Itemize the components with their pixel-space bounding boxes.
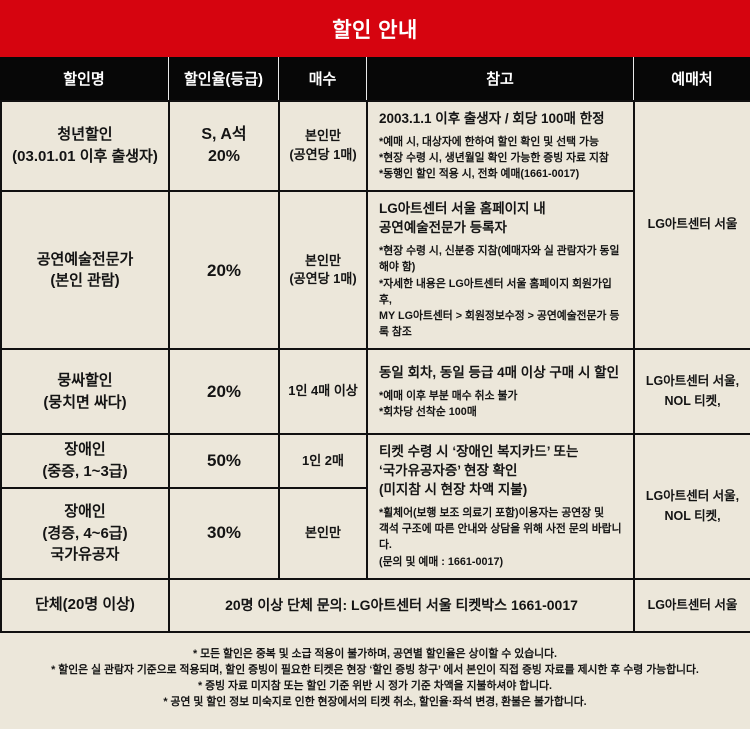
cell-vendor-youth-expert: LG아트센터 서울: [633, 99, 750, 351]
cell-disabled-mild-qty: 본인만: [278, 487, 368, 580]
header-cell-quantity: 매수: [278, 57, 366, 100]
footer-notes: * 모든 할인은 중복 및 소급 적용이 불가하며, 공연별 할인율은 상이할 …: [0, 633, 750, 729]
header-cell-reference: 참고: [366, 57, 633, 100]
header-cell-vendor: 예매처: [633, 57, 750, 100]
cell-bundle-qty: 1인 4매 이상: [278, 348, 368, 436]
header-cell-discount-rate: 할인율(등급): [168, 57, 278, 100]
cell-vendor-disabled: LG아트센터 서울, NOL 티켓,: [633, 433, 750, 580]
disabled-note-title: 티켓 수령 시 ‘장애인 복지카드’ 또는 ‘국가유공자증’ 현장 확인 (미지…: [379, 444, 579, 498]
expert-note-details: *현장 수령 시, 신분증 지참(예매자와 실 관람자가 동일해야 함) *자세…: [379, 245, 620, 339]
cell-expert-note: LG아트센터 서울 홈페이지 내 공연예술전문가 등록자 *현장 수령 시, 신…: [366, 190, 635, 351]
header-cell-discount-name: 할인명: [63, 71, 105, 88]
page-title: 할인 안내: [332, 18, 418, 42]
cell-vendor-bundle: LG아트센터 서울, NOL 티켓,: [633, 348, 750, 436]
footer-note-line: * 공연 및 할인 정보 미숙지로 인한 현장에서의 티켓 취소, 할인율·좌석…: [163, 695, 587, 708]
cell-youth-note: 2003.1.1 이후 출생자 / 회당 100매 한정 *예매 시, 대상자에…: [366, 99, 635, 193]
cell-expert-name: 공연예술전문가 (본인 관람): [0, 190, 170, 351]
table-row-disabled-severe: 장애인 (중증, 1~3급) 50% 1인 2매 티켓 수령 시 ‘장애인 복지…: [0, 433, 750, 580]
disabled-note-details: *휠체어(보행 보조 의료기 포함)이용자는 공연장 및 객석 구조에 따른 안…: [379, 507, 622, 568]
youth-note-details: *예매 시, 대상자에 한하여 할인 확인 및 선택 가능 *현장 수령 시, …: [379, 135, 609, 181]
cell-bundle-rate: 20%: [168, 348, 280, 436]
cell-youth-qty: 본인만 (공연당 1매): [278, 99, 368, 193]
expert-note-title: LG아트센터 서울 홈페이지 내 공연예술전문가 등록자: [379, 201, 546, 236]
cell-disabled-severe-rate: 50%: [168, 433, 280, 489]
table-row-expert: 공연예술전문가 (본인 관람) 20% 본인만 (공연당 1매) LG아트센터 …: [0, 190, 750, 351]
cell-youth-rate: S, A석 20%: [168, 99, 280, 193]
table-row-bundle: 뭉싸할인 (뭉치면 싸다) 20% 1인 4매 이상 동일 회차, 동일 등급 …: [0, 348, 750, 436]
cell-bundle-name: 뭉싸할인 (뭉치면 싸다): [0, 348, 170, 436]
discount-banner: 할인 안내: [0, 0, 750, 57]
cell-disabled-severe-name: 장애인 (중증, 1~3급): [0, 433, 170, 489]
cell-disabled-mild-rate: 30%: [168, 487, 280, 580]
cell-disabled-severe-qty: 1인 2매: [278, 433, 368, 489]
discount-table: 청년할인 (03.01.01 이후 출생자) S, A석 20% 본인만 (공연…: [0, 99, 750, 633]
bundle-note-title: 동일 회차, 동일 등급 4매 이상 구매 시 할인: [379, 364, 619, 380]
youth-note-title: 2003.1.1 이후 출생자 / 회당 100매 한정: [379, 111, 605, 126]
table-row-disabled-mild: 장애인 (경증, 4~6급) 국가유공자 30% 본인만: [0, 487, 750, 580]
bundle-note-details: *예매 이후 부분 매수 취소 불가 *회차당 선착순 100매: [379, 389, 518, 418]
cell-group-name: 단체(20명 이상): [0, 577, 170, 633]
cell-group-contact: 20명 이상 단체 문의: LG아트센터 서울 티켓박스 1661-0017: [168, 577, 635, 633]
cell-expert-qty: 본인만 (공연당 1매): [278, 190, 368, 351]
cell-vendor-group: LG아트센터 서울: [633, 577, 750, 633]
footer-note-line: * 모든 할인은 중복 및 소급 적용이 불가하며, 공연별 할인율은 상이할 …: [192, 647, 558, 660]
cell-youth-name: 청년할인 (03.01.01 이후 출생자): [0, 99, 170, 193]
cell-bundle-note: 동일 회차, 동일 등급 4매 이상 구매 시 할인 *예매 이후 부분 매수 …: [366, 348, 635, 436]
table-row-youth: 청년할인 (03.01.01 이후 출생자) S, A석 20% 본인만 (공연…: [0, 99, 750, 351]
cell-expert-rate: 20%: [168, 190, 280, 351]
table-row-group: 단체(20명 이상) 20명 이상 단체 문의: LG아트센터 서울 티켓박스 …: [0, 577, 750, 633]
cell-disabled-mild-name: 장애인 (경증, 4~6급) 국가유공자: [0, 487, 170, 580]
footer-note-line: * 증빙 자료 미지참 또는 할인 기준 위반 시 정가 기준 차액을 지불하셔…: [197, 679, 553, 692]
cell-disabled-shared-note: 티켓 수령 시 ‘장애인 복지카드’ 또는 ‘국가유공자증’ 현장 확인 (미지…: [366, 433, 635, 580]
table-header-row: 할인명 할인율(등급) 매수 참고 예매처: [0, 57, 750, 100]
